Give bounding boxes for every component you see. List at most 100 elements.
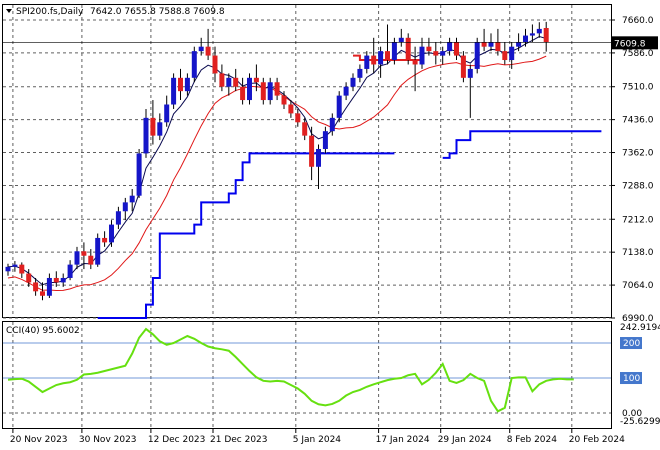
candle[interactable] bbox=[109, 220, 114, 247]
candlestick-series[interactable] bbox=[5, 21, 549, 301]
time-tick-label: 30 Nov 2023 bbox=[79, 435, 137, 445]
candle[interactable] bbox=[529, 24, 535, 43]
price-tick-label: 7138.0 bbox=[622, 248, 654, 258]
candle[interactable] bbox=[454, 37, 459, 61]
candle[interactable] bbox=[205, 28, 211, 61]
candle[interactable] bbox=[412, 46, 418, 92]
candle[interactable] bbox=[143, 108, 149, 158]
candle[interactable] bbox=[329, 113, 335, 136]
candle[interactable] bbox=[378, 46, 384, 78]
dropdown-triangle-icon[interactable] bbox=[6, 9, 12, 13]
candle[interactable] bbox=[240, 77, 246, 105]
candle[interactable] bbox=[233, 68, 239, 92]
candle-body bbox=[474, 42, 480, 69]
candle[interactable] bbox=[274, 77, 280, 101]
candle[interactable] bbox=[122, 197, 128, 221]
candle[interactable] bbox=[460, 51, 466, 83]
candle[interactable] bbox=[447, 37, 453, 56]
candle[interactable] bbox=[226, 73, 232, 96]
candle[interactable] bbox=[191, 46, 197, 83]
candle-body bbox=[488, 42, 494, 47]
candle[interactable] bbox=[46, 273, 52, 298]
candle-body bbox=[391, 42, 397, 61]
candle[interactable] bbox=[102, 231, 108, 247]
cci-level-label: 200 bbox=[623, 339, 640, 349]
candle[interactable] bbox=[115, 206, 121, 230]
candle-body bbox=[184, 77, 190, 92]
candle-body bbox=[281, 95, 287, 105]
candle[interactable] bbox=[281, 91, 287, 109]
candle[interactable] bbox=[481, 28, 487, 52]
candle[interactable] bbox=[136, 148, 142, 198]
candle-body bbox=[253, 77, 259, 83]
candle[interactable] bbox=[88, 249, 94, 270]
candle-body bbox=[433, 51, 439, 56]
main-panel[interactable]: 7660.0 7586.0 7510.0 7436.0 7362.0 7288.0 7212… bbox=[2, 4, 659, 325]
candle[interactable] bbox=[171, 73, 177, 109]
candle[interactable] bbox=[74, 246, 80, 270]
candle[interactable] bbox=[33, 277, 39, 296]
candle[interactable] bbox=[295, 108, 301, 127]
candle-body bbox=[67, 264, 73, 278]
candle[interactable] bbox=[260, 77, 266, 105]
candle[interactable] bbox=[509, 42, 515, 69]
candle[interactable] bbox=[157, 113, 163, 141]
candle[interactable] bbox=[536, 22, 542, 38]
candle[interactable] bbox=[40, 282, 45, 301]
candle-body bbox=[164, 104, 170, 123]
candle[interactable] bbox=[543, 21, 549, 52]
candle[interactable] bbox=[385, 24, 390, 65]
candle[interactable] bbox=[343, 82, 349, 101]
candle-body bbox=[364, 55, 370, 69]
candle[interactable] bbox=[247, 73, 252, 105]
candle[interactable] bbox=[26, 269, 32, 287]
candle[interactable] bbox=[288, 100, 294, 118]
candle[interactable] bbox=[398, 28, 404, 47]
candle[interactable] bbox=[198, 37, 204, 56]
candle-body bbox=[329, 117, 335, 132]
candle[interactable] bbox=[474, 37, 480, 74]
candle[interactable] bbox=[322, 126, 328, 154]
candle[interactable] bbox=[150, 100, 156, 145]
candle-body bbox=[419, 46, 425, 65]
candle[interactable] bbox=[219, 64, 225, 92]
candle[interactable] bbox=[164, 95, 170, 127]
candle[interactable] bbox=[440, 46, 446, 65]
candle[interactable] bbox=[19, 262, 25, 278]
candle[interactable] bbox=[364, 51, 370, 74]
candle[interactable] bbox=[371, 37, 377, 74]
candle[interactable] bbox=[178, 68, 183, 101]
candle[interactable] bbox=[419, 37, 425, 69]
candle[interactable] bbox=[309, 126, 315, 181]
price-tick-label: 7362.0 bbox=[622, 149, 654, 159]
candle[interactable] bbox=[60, 273, 66, 287]
candle[interactable] bbox=[81, 242, 87, 270]
indicator-panel[interactable]: 200 100 0.00 242.9194 -25.6299 CCI(40) 95.6… bbox=[2, 321, 660, 429]
candle-body bbox=[426, 46, 432, 52]
candle[interactable] bbox=[357, 64, 363, 83]
candle[interactable] bbox=[426, 37, 432, 56]
candle[interactable] bbox=[433, 42, 439, 65]
candle[interactable] bbox=[336, 91, 342, 123]
candle[interactable] bbox=[523, 28, 528, 47]
candle-body bbox=[405, 37, 411, 61]
candle-body bbox=[60, 277, 66, 283]
candle-body bbox=[295, 113, 301, 123]
candle[interactable] bbox=[316, 144, 321, 190]
candle[interactable] bbox=[95, 233, 101, 267]
candle[interactable] bbox=[405, 33, 411, 65]
candle[interactable] bbox=[502, 42, 508, 65]
candle[interactable] bbox=[253, 64, 259, 92]
candle[interactable] bbox=[53, 271, 59, 287]
candle[interactable] bbox=[12, 261, 18, 272]
candle[interactable] bbox=[129, 189, 135, 212]
candle[interactable] bbox=[67, 260, 73, 281]
candle[interactable] bbox=[5, 263, 11, 276]
candle[interactable] bbox=[212, 46, 218, 83]
candle[interactable] bbox=[267, 77, 273, 105]
candle[interactable] bbox=[350, 73, 356, 92]
candle[interactable] bbox=[184, 73, 190, 96]
candle[interactable] bbox=[302, 117, 308, 141]
candle[interactable] bbox=[467, 64, 473, 118]
